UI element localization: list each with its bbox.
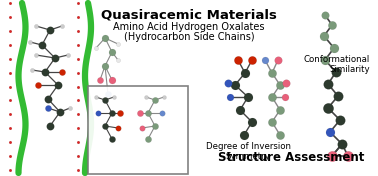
- Text: Conformational
Similarity: Conformational Similarity: [304, 55, 370, 74]
- Text: Amino Acid Hydrogen Oxalates: Amino Acid Hydrogen Oxalates: [113, 22, 265, 32]
- Bar: [88, 86, 188, 174]
- Text: Structure Assessment: Structure Assessment: [218, 151, 364, 164]
- Text: (Hydrocarbon Side Chains): (Hydrocarbon Side Chains): [124, 32, 254, 42]
- Text: Degree of Inversion
Symmetry: Degree of Inversion Symmetry: [206, 142, 291, 161]
- Text: Quasiracemic Materials: Quasiracemic Materials: [101, 8, 277, 21]
